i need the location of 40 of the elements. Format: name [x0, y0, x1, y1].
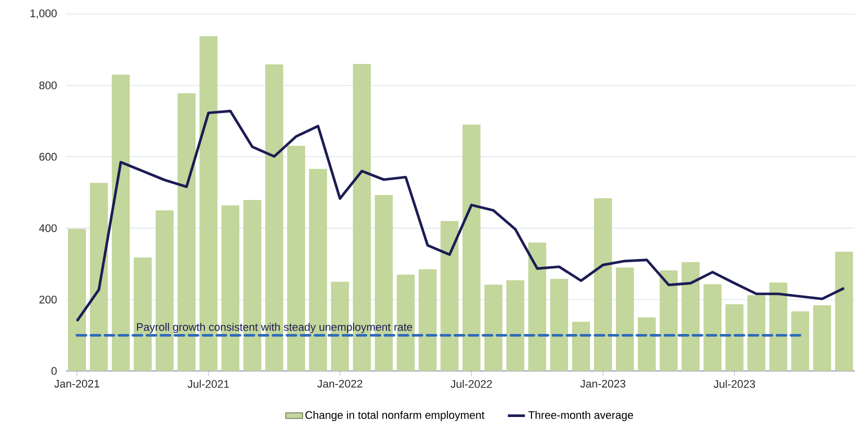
bar: [813, 305, 832, 371]
bar: [725, 304, 744, 371]
bar: [791, 311, 810, 371]
x-tick-label: Jul-2023: [714, 380, 755, 388]
bar: [704, 284, 722, 371]
bar: [418, 269, 437, 371]
y-tick-label: 1,000: [30, 9, 57, 19]
y-tick-label: 600: [39, 152, 57, 161]
bar: [835, 252, 854, 371]
bar: [747, 295, 766, 371]
bar: [440, 221, 459, 371]
y-tick-label: 200: [39, 296, 57, 304]
bar: [484, 284, 502, 371]
bar: [682, 262, 700, 371]
bar: [506, 280, 524, 371]
bar: [660, 270, 678, 371]
bar: [572, 322, 590, 371]
x-tick-label: Jan-2022: [317, 380, 362, 388]
bar: [528, 242, 546, 371]
ref-line-label: Payroll growth consistent with steady unemployment rate: [137, 322, 412, 334]
bar: [90, 182, 108, 371]
bar: [396, 274, 415, 371]
bar: [112, 74, 130, 371]
line-series: [76, 110, 846, 322]
legend-label: Change in total nonfarm employment: [305, 410, 484, 422]
x-tick-label: Jul-2022: [450, 380, 492, 388]
bar: [550, 278, 568, 371]
bar: [68, 228, 86, 371]
bar: [638, 317, 656, 371]
x-tick-label: Jan-2023: [580, 380, 626, 388]
y-tick-label: 400: [39, 224, 57, 232]
y-tick-label: 0: [51, 367, 57, 375]
bar: [594, 198, 612, 371]
bar: [769, 282, 788, 371]
y-tick-label: 800: [39, 82, 57, 90]
bar: [462, 124, 480, 371]
bar: [616, 267, 634, 371]
x-tick-label: Jul-2021: [188, 380, 229, 388]
x-tick-label: Jan-2021: [54, 380, 100, 388]
legend-label: Three-month average: [528, 410, 634, 422]
